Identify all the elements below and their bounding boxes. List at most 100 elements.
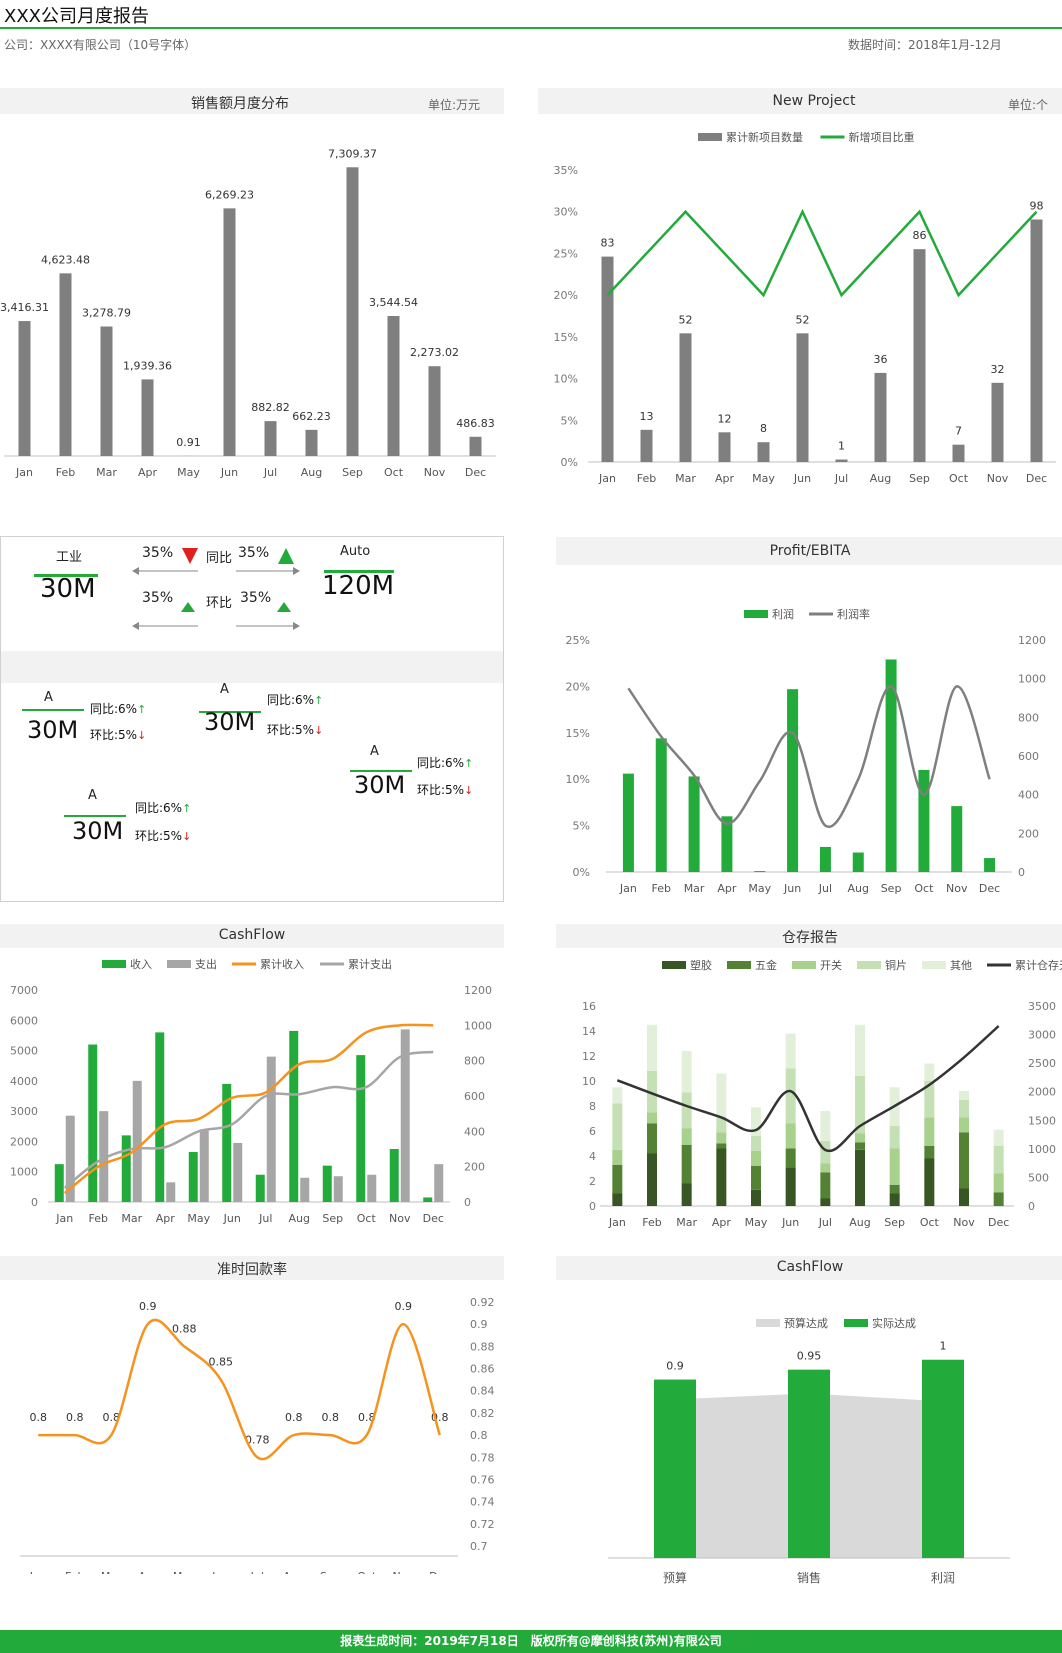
legend-label-1: 利润率 bbox=[837, 607, 870, 621]
legend-label-0: 利润 bbox=[772, 607, 794, 621]
sales-unit-label: 单位:万元 bbox=[428, 98, 481, 112]
y-tick-label: 25% bbox=[566, 634, 590, 647]
stacked-bar-segment bbox=[681, 1092, 692, 1129]
kpi-card-4-value: 30M bbox=[72, 817, 124, 845]
legend-label-1: 实际达成 bbox=[872, 1316, 916, 1330]
y2-tick-label: 0 bbox=[464, 1196, 471, 1209]
stacked-bar-segment bbox=[751, 1136, 761, 1151]
x-tick-label: Sep bbox=[322, 1212, 343, 1225]
bar-income bbox=[188, 1152, 198, 1202]
bar-income bbox=[389, 1149, 399, 1202]
ontime-title-band bbox=[0, 1256, 504, 1280]
kpi-left-value: 30M bbox=[40, 574, 96, 604]
y2-tick-label: 400 bbox=[464, 1125, 485, 1138]
kpi-card-3-value: 30M bbox=[354, 771, 406, 799]
data-label: 0.78 bbox=[245, 1433, 270, 1446]
bar-expense bbox=[99, 1111, 109, 1202]
series-line-cum-income bbox=[63, 1023, 434, 1195]
bar-income bbox=[155, 1032, 165, 1202]
bar bbox=[469, 436, 482, 456]
warehouse-chart: 塑胶 五金 开关 铜片 其他 累计仓存天数 0 2 4 6 8 10 12 14 16 0 500 1000 150… bbox=[582, 958, 1062, 1229]
x-tick-label: Apr bbox=[715, 472, 735, 485]
x-tick-label: Mar bbox=[121, 1212, 142, 1225]
arrow-down-icon: ↓ bbox=[182, 830, 192, 843]
bar-income bbox=[222, 1083, 232, 1202]
x-tick-label: Jun bbox=[781, 1216, 799, 1229]
kpi-card-1-mom-text: 环比:5% bbox=[90, 728, 138, 742]
x-tick-label: Feb bbox=[652, 882, 671, 895]
data-label: 1 bbox=[838, 440, 845, 453]
bar bbox=[59, 273, 72, 456]
x-tick-label: May bbox=[187, 1212, 210, 1225]
legend-swatch-3 bbox=[857, 961, 881, 969]
stacked-bar-segment bbox=[681, 1183, 692, 1206]
kpi-card-3-mom: 环比:5%↓ bbox=[417, 781, 473, 798]
y-tick-label: 7000 bbox=[10, 984, 38, 997]
kpi-card-2-label: A bbox=[220, 682, 229, 697]
stacked-bar-segment bbox=[959, 1099, 969, 1118]
legend-swatch-0 bbox=[698, 133, 722, 141]
bar bbox=[913, 249, 926, 462]
bar-expense bbox=[199, 1129, 209, 1202]
y-tick-label: 4 bbox=[589, 1150, 596, 1163]
bar-income bbox=[121, 1135, 131, 1202]
y-tick-label: 3000 bbox=[10, 1105, 38, 1118]
stacked-bar-segment bbox=[820, 1111, 831, 1141]
kpi-card-1-yoy: 同比:6%↑ bbox=[90, 700, 146, 717]
y2-tick-label: 0.84 bbox=[470, 1385, 495, 1398]
kpi-pct-4: 35% bbox=[240, 590, 272, 606]
bar bbox=[757, 442, 770, 462]
y2-tick-label: 0.74 bbox=[470, 1496, 495, 1509]
y2-tick-label: 1500 bbox=[1028, 1114, 1056, 1127]
data-label: 3,278.79 bbox=[82, 306, 131, 319]
legend-swatch-1 bbox=[167, 960, 191, 968]
kpi-card-3-mom-text: 环比:5% bbox=[417, 783, 465, 797]
date-range-label: 数据时间：2018年1月-12月 bbox=[848, 38, 1002, 52]
kpi-card-4-yoy-text: 同比:6% bbox=[135, 801, 183, 815]
y-tick-label: 0% bbox=[573, 866, 590, 879]
kpi-card-4-mom: 环比:5%↓ bbox=[135, 827, 191, 844]
kpi-card-1-value: 30M bbox=[27, 716, 79, 744]
kpi-left-bar bbox=[34, 574, 98, 577]
bar bbox=[640, 429, 653, 462]
x-tick-label: Feb bbox=[637, 472, 656, 485]
stacked-bar-segment bbox=[785, 1033, 796, 1069]
y2-tick-label: 2500 bbox=[1028, 1057, 1056, 1070]
x-tick-label: Dec bbox=[988, 1216, 1009, 1229]
stacked-bar-segment bbox=[924, 1063, 935, 1081]
x-tick-label: Sep bbox=[909, 472, 930, 485]
y-tick-label: 20% bbox=[554, 289, 578, 302]
y-tick-label: 5% bbox=[573, 820, 590, 833]
kpi-card-4-mom-text: 环比:5% bbox=[135, 829, 183, 843]
warehouse-title-band bbox=[556, 924, 1062, 948]
bar bbox=[387, 315, 400, 456]
y2-tick-label: 3000 bbox=[1028, 1029, 1056, 1042]
stacked-bar-segment bbox=[889, 1193, 900, 1206]
data-label: 8 bbox=[760, 422, 767, 435]
y-tick-label: 30% bbox=[554, 206, 578, 219]
x-tick-label: Dec bbox=[979, 882, 1000, 895]
x-tick-label: Mar bbox=[101, 1570, 122, 1574]
kpi-card-2-value: 30M bbox=[204, 708, 256, 736]
kpi-pct-2: 35% bbox=[238, 545, 270, 561]
x-tick-label: Dec bbox=[429, 1570, 450, 1574]
bar-expense bbox=[233, 1142, 243, 1202]
x-tick-label: May bbox=[745, 1216, 768, 1229]
kpi-card-3-yoy-text: 同比:6% bbox=[417, 756, 465, 770]
kpi-card-1-mom: 环比:5%↓ bbox=[90, 726, 146, 743]
data-label: 0.8 bbox=[285, 1411, 303, 1424]
x-tick-label: Oct bbox=[914, 882, 934, 895]
data-label: 98 bbox=[1030, 199, 1044, 212]
x-tick-label: Oct bbox=[384, 466, 404, 479]
data-label: 486.83 bbox=[456, 417, 495, 430]
x-tick-label: Jun bbox=[793, 472, 811, 485]
arrow-up-icon: ↑ bbox=[314, 694, 324, 707]
stacked-bar-segment bbox=[681, 1128, 692, 1145]
bar bbox=[346, 167, 359, 456]
stacked-bar-segment bbox=[993, 1192, 1004, 1206]
ontime-chart-title: 准时回款率 bbox=[217, 1262, 287, 1278]
kpi-divider-band bbox=[1, 651, 503, 683]
cashflow-chart-title: CashFlow bbox=[218, 927, 286, 943]
bar-income bbox=[54, 1164, 64, 1202]
data-label: 4,623.48 bbox=[41, 253, 90, 266]
